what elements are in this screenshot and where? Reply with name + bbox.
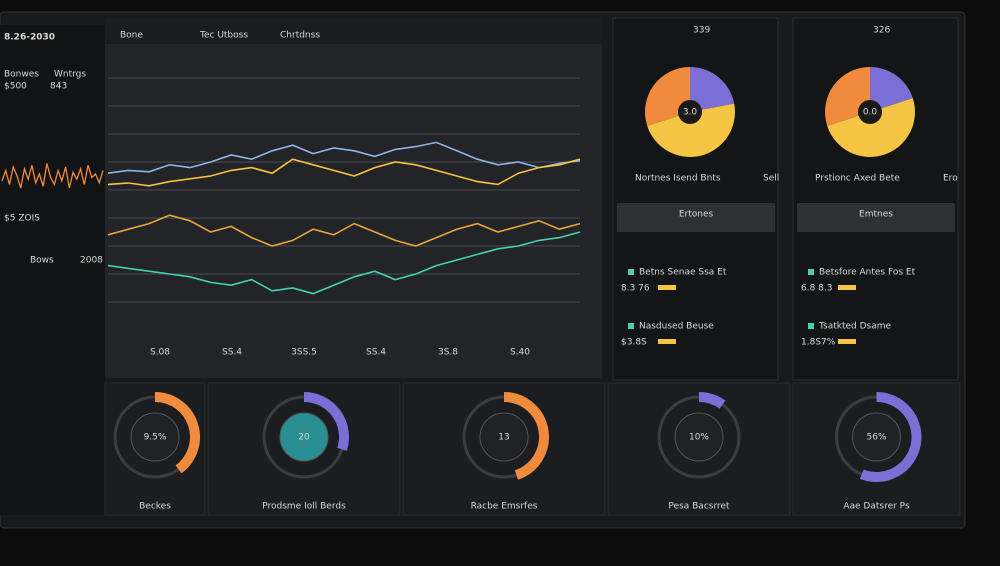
label: Aae Datsrer Ps [843,502,910,512]
label: 9.5% [144,433,167,443]
line [107,141,581,174]
gauge-inner [852,412,901,462]
label: Prodsme Ioll Berds [262,502,346,512]
label: Racbe Emsrfes [471,502,538,512]
gauge-inner [130,412,180,462]
gauge-inner [279,412,329,462]
label: S.40 [510,348,530,358]
label: Tsatkted Dsame [818,322,891,332]
label: 8.26-2030 [4,33,55,43]
label: Bows [30,256,54,266]
label: 2008 [80,256,103,266]
label: 8.3 76 [621,284,650,294]
label: Emtnes [859,210,893,220]
line [107,214,581,247]
label: Chrtdnss [280,31,320,41]
pie-slice [647,103,735,157]
main-panel [105,18,602,378]
label: Sell [763,174,779,184]
bullet [628,269,634,275]
label: Bonwes [4,70,39,80]
label: Ertones [679,210,714,220]
button[interactable] [617,203,775,232]
label: 3.0 [683,108,698,118]
label: SS.4 [222,348,242,358]
gauge-inner [674,412,724,462]
label: $5 ZOIS [4,214,40,224]
label: 20 [298,433,310,443]
gauge-arc [154,392,200,474]
label: 13 [498,433,509,443]
bar [838,285,856,290]
label: 843 [50,82,67,92]
label: Bone [120,31,143,41]
label: Betns Senae Ssa Et [639,268,727,278]
line [107,158,581,187]
label: Beckes [139,502,171,512]
label: $500 [4,82,27,92]
label: $3.8S [621,338,647,348]
label: 10% [689,433,709,443]
bullet [808,323,814,329]
label: Tec Utboss [199,31,248,41]
pie-hole [858,100,882,124]
gauge-arc [503,392,549,480]
pie-slice [690,67,735,112]
left-line [1,163,104,189]
label: 6.8 8.3 [801,284,833,294]
label: S.08 [150,348,170,358]
bar [658,285,676,290]
gauge-arc [698,392,726,409]
label: 3S.8 [438,348,458,358]
label: Betsfore Antes Fos Et [819,268,916,278]
label: Ero [943,174,958,184]
gauge-arc [303,392,349,451]
label: 0.0 [863,108,878,118]
bullet [628,323,634,329]
label: Nortnes Isend Bnts [635,174,721,184]
pie-hole [678,100,702,124]
bar [838,339,856,344]
label: 3SS.5 [291,348,317,358]
label: Wntrgs [54,70,86,80]
pie-slice [827,98,915,157]
label: Pesa Bacsrret [668,502,730,512]
bar [658,339,676,344]
pie-slice [870,67,913,112]
gauge-inner [479,412,529,462]
line [107,231,581,295]
toolbar [105,18,602,44]
label: 1.8S7% [801,338,836,348]
left-panel [0,25,105,515]
gauge-arc [859,392,922,482]
label: 326 [873,26,890,36]
label: 56% [866,433,886,443]
button[interactable] [797,203,955,232]
label: Prstionc Axed Bete [815,174,900,184]
bullet [808,269,814,275]
label: SS.4 [366,348,386,358]
label: Nasdused Beuse [639,322,714,332]
label: 339 [693,26,710,36]
